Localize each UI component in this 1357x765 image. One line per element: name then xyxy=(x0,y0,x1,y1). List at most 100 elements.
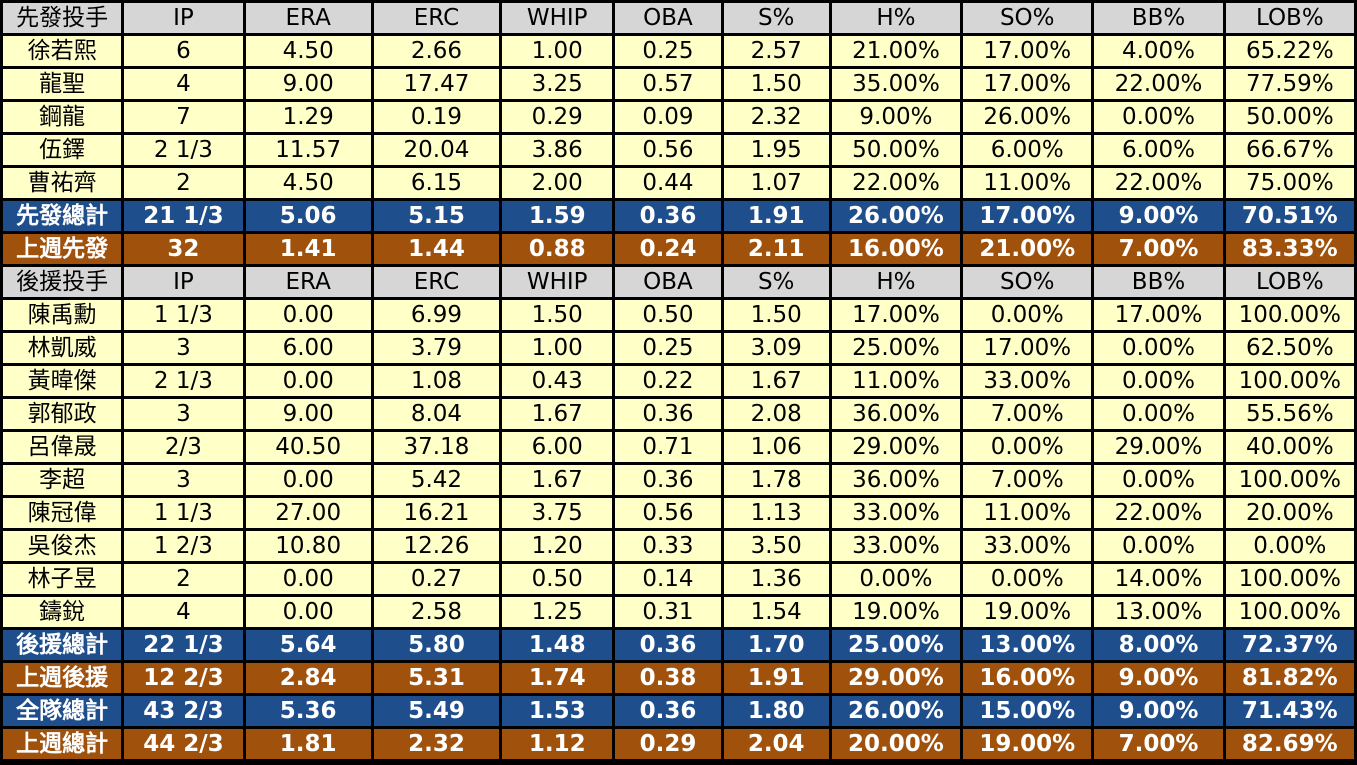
table-row: 李超 3 0.00 5.42 1.67 0.36 1.78 36.00% 7.00% 0.00% 1… xyxy=(3,462,1354,495)
cell-s-pct: 1.07 xyxy=(723,165,829,198)
cell-bb-pct: 0.00% xyxy=(1094,99,1223,132)
cell-h-pct: 16.00% xyxy=(831,231,961,264)
cell-so-pct: SO% xyxy=(963,264,1092,297)
cell-pitcher: 吳俊杰 xyxy=(3,528,122,561)
cell-whip: 1.00 xyxy=(502,33,613,66)
cell-so-pct: 21.00% xyxy=(963,231,1092,264)
cell-whip: 1.50 xyxy=(502,297,613,330)
cell-era: 5.06 xyxy=(245,198,371,231)
cell-so-pct: 13.00% xyxy=(963,627,1092,660)
cell-s-pct: 2.57 xyxy=(723,33,829,66)
cell-h-pct: 35.00% xyxy=(831,66,961,99)
starter-last-week-row: 上週先發 32 1.41 1.44 0.88 0.24 2.11 16.00% 21.00% 7.… xyxy=(3,231,1354,264)
cell-so-pct: 19.00% xyxy=(963,594,1092,627)
cell-bb-pct: 0.00% xyxy=(1094,396,1223,429)
cell-bb-pct: 17.00% xyxy=(1094,297,1223,330)
table-row: 曹祐齊 2 4.50 6.15 2.00 0.44 1.07 22.00% 11.00% 22.0… xyxy=(3,165,1354,198)
cell-bb-pct: 0.00% xyxy=(1094,363,1223,396)
cell-h-pct: 36.00% xyxy=(831,462,961,495)
cell-era: 2.84 xyxy=(245,660,371,693)
cell-whip: 3.25 xyxy=(502,66,613,99)
cell-era: 9.00 xyxy=(245,66,371,99)
cell-era: 10.80 xyxy=(245,528,371,561)
cell-ip: 6 xyxy=(124,33,243,66)
cell-bb-pct: 8.00% xyxy=(1094,627,1223,660)
cell-erc: 1.44 xyxy=(373,231,500,264)
cell-erc: 3.79 xyxy=(373,330,500,363)
cell-erc: 2.32 xyxy=(373,726,500,759)
cell-s-pct: 1.70 xyxy=(723,627,829,660)
table-row: 陳禹勳 1 1/3 0.00 6.99 1.50 0.50 1.50 17.00% 0.00% 1… xyxy=(3,297,1354,330)
cell-bb-pct: 14.00% xyxy=(1094,561,1223,594)
cell-h-pct: 19.00% xyxy=(831,594,961,627)
cell-pitcher: 徐若熙 xyxy=(3,33,122,66)
cell-h-pct: 33.00% xyxy=(831,528,961,561)
cell-ip: 3 xyxy=(124,330,243,363)
cell-oba: 0.22 xyxy=(615,363,721,396)
cell-lob-pct: 71.43% xyxy=(1225,693,1354,726)
cell-h-pct: 21.00% xyxy=(831,33,961,66)
cell-ip: 12 2/3 xyxy=(124,660,243,693)
cell-lob-pct: 70.51% xyxy=(1225,198,1354,231)
cell-pitcher: 李超 xyxy=(3,462,122,495)
cell-pitcher: 陳冠偉 xyxy=(3,495,122,528)
cell-erc: 12.26 xyxy=(373,528,500,561)
cell-s-pct: 1.36 xyxy=(723,561,829,594)
cell-s-pct: 3.09 xyxy=(723,330,829,363)
cell-erc: 6.99 xyxy=(373,297,500,330)
cell-bb-pct: 29.00% xyxy=(1094,429,1223,462)
cell-ip: 4 xyxy=(124,594,243,627)
cell-oba: 0.24 xyxy=(615,231,721,264)
cell-bb-pct: 4.00% xyxy=(1094,33,1223,66)
cell-bb-pct: 13.00% xyxy=(1094,594,1223,627)
cell-whip: WHIP xyxy=(502,264,613,297)
cell-s-pct: 1.06 xyxy=(723,429,829,462)
cell-erc: 16.21 xyxy=(373,495,500,528)
cell-s-pct: 1.50 xyxy=(723,297,829,330)
cell-bb-pct: 22.00% xyxy=(1094,495,1223,528)
cell-h-pct: 26.00% xyxy=(831,693,961,726)
cell-s-pct: 1.91 xyxy=(723,660,829,693)
cell-oba: 0.71 xyxy=(615,429,721,462)
cell-lob-pct: 82.69% xyxy=(1225,726,1354,759)
cell-lob-pct: 66.67% xyxy=(1225,132,1354,165)
cell-s-pct: S% xyxy=(723,264,829,297)
cell-lob-pct: 40.00% xyxy=(1225,429,1354,462)
cell-pitcher: 先發總計 xyxy=(3,198,122,231)
cell-pitcher: 伍鐸 xyxy=(3,132,122,165)
cell-h-pct: 9.00% xyxy=(831,99,961,132)
cell-whip: 0.50 xyxy=(502,561,613,594)
cell-erc: ERC xyxy=(373,0,500,33)
cell-s-pct: S% xyxy=(723,0,829,33)
cell-h-pct: 26.00% xyxy=(831,198,961,231)
cell-whip: 1.12 xyxy=(502,726,613,759)
cell-bb-pct: 22.00% xyxy=(1094,165,1223,198)
starter-header-row: 先發投手 IP ERA ERC WHIP OBA S% H% SO% BB% LOB% xyxy=(3,0,1354,33)
cell-ip: 43 2/3 xyxy=(124,693,243,726)
table-row: 陳冠偉 1 1/3 27.00 16.21 3.75 0.56 1.13 33.00% 11.0… xyxy=(3,495,1354,528)
cell-era: 4.50 xyxy=(245,33,371,66)
cell-ip: 2 xyxy=(124,165,243,198)
cell-bb-pct: BB% xyxy=(1094,0,1223,33)
cell-so-pct: 17.00% xyxy=(963,33,1092,66)
cell-oba: 0.33 xyxy=(615,528,721,561)
cell-lob-pct: 62.50% xyxy=(1225,330,1354,363)
cell-ip: 1 1/3 xyxy=(124,297,243,330)
cell-pitcher: 上週總計 xyxy=(3,726,122,759)
cell-oba: 0.36 xyxy=(615,693,721,726)
cell-ip: 3 xyxy=(124,396,243,429)
reliever-total-row: 後援總計 22 1/3 5.64 5.80 1.48 0.36 1.70 25.00% 13.0… xyxy=(3,627,1354,660)
table-row: 黃暐傑 2 1/3 0.00 1.08 0.43 0.22 1.67 11.00% 33.00%… xyxy=(3,363,1354,396)
cell-oba: 0.36 xyxy=(615,396,721,429)
cell-h-pct: 22.00% xyxy=(831,165,961,198)
cell-era: 11.57 xyxy=(245,132,371,165)
table-row: 鑄銳 4 0.00 2.58 1.25 0.31 1.54 19.00% 19.00% 13.00… xyxy=(3,594,1354,627)
cell-h-pct: 29.00% xyxy=(831,660,961,693)
cell-erc: 2.58 xyxy=(373,594,500,627)
cell-oba: 0.25 xyxy=(615,330,721,363)
cell-ip: 2 xyxy=(124,561,243,594)
cell-whip: 3.75 xyxy=(502,495,613,528)
cell-so-pct: 19.00% xyxy=(963,726,1092,759)
cell-erc: 0.19 xyxy=(373,99,500,132)
